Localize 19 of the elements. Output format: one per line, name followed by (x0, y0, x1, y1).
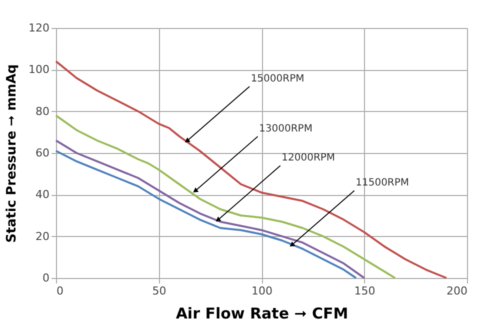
line-series (55, 60, 448, 279)
y-tick-label: 40 (36, 188, 50, 202)
y-tick-label: 60 (36, 146, 50, 160)
y-tick-label: 80 (36, 104, 50, 118)
y-tick-label: 20 (36, 230, 50, 243)
x-tick-label: 150 (354, 284, 376, 298)
y-axis-title: Static Pressure ➞ mmAq (4, 64, 20, 243)
x-tick-label: 50 (152, 284, 166, 298)
x-axis-title: Air Flow Rate ➞ CFM (176, 304, 348, 322)
x-tick-label: 100 (252, 284, 272, 298)
x-tick-label: 200 (446, 284, 468, 298)
y-tick-label: 100 (28, 63, 50, 76)
annotation: 15000RPM (250, 74, 304, 84)
y-tick-label: 120 (28, 22, 50, 34)
annotation: 13000RPM (259, 124, 312, 134)
x-tick-label: 0 (56, 284, 64, 298)
annotation: 12000RPM (282, 152, 336, 164)
y-tick-label: 0 (42, 272, 50, 284)
annotation: 11500RPM (356, 178, 410, 189)
